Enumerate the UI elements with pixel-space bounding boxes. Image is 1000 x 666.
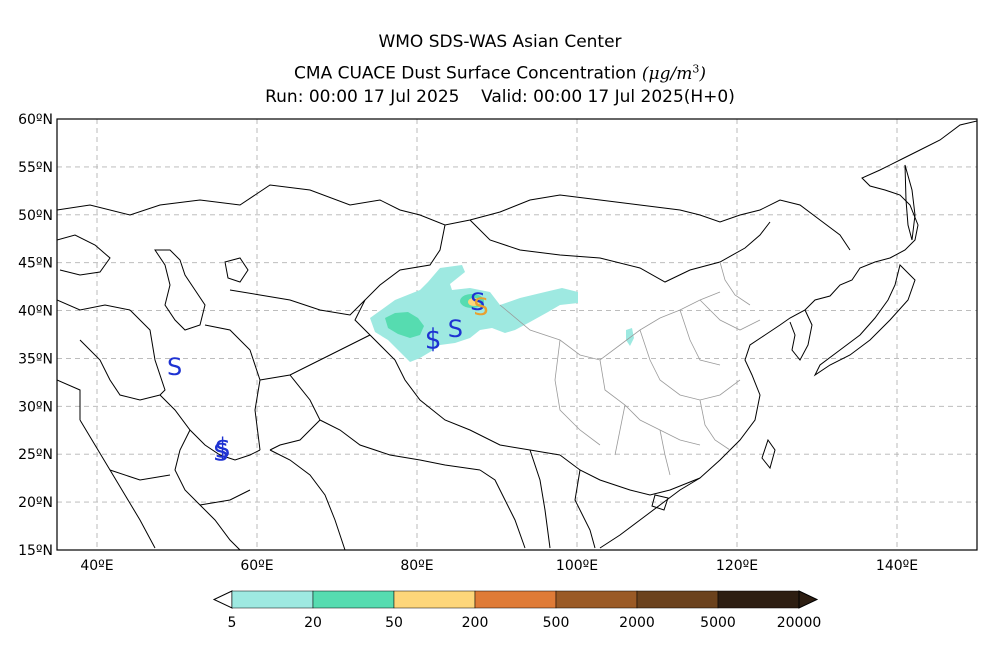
dust-symbol: S: [448, 315, 463, 343]
coast-caspian: [154, 249, 206, 331]
lat-tick-label: 45ºN: [18, 256, 53, 272]
border-russia-kazakhstan: [57, 184, 851, 251]
lat-tick-label: 55ºN: [18, 160, 53, 176]
lat-tick-label: 15ºN: [18, 543, 53, 559]
border-afghanistan-pakistan: [259, 334, 371, 451]
lat-tick-label: 50ºN: [18, 208, 53, 224]
colorbar-label: 5000: [700, 615, 736, 631]
coast-taiwan: [761, 438, 776, 470]
title-main: CMA CUACE Dust Surface Concentration: [294, 63, 637, 84]
colorbar-swatch: [312, 590, 395, 609]
lon-tick-label: 80ºE: [400, 558, 433, 574]
title-line-3: Run: 00:00 17 Jul 2025 Valid: 00:00 17 J…: [265, 87, 735, 107]
colorbar-label: 20: [304, 615, 322, 631]
coast-arabia: [174, 429, 241, 550]
unit-exp: 3: [692, 62, 700, 75]
map-grid: [57, 119, 977, 550]
colorbar-swatch: [555, 590, 638, 609]
unit-close: ): [699, 63, 706, 84]
lon-tick-label: 120ºE: [716, 558, 758, 574]
colorbar-swatch: [717, 590, 800, 609]
unit-mu: μg/m: [648, 63, 693, 84]
map-frame: [56, 118, 978, 551]
lat-tick-label: 60ºN: [18, 112, 53, 128]
border-central-asia: [229, 289, 366, 316]
coast-aral: [224, 257, 249, 283]
border-china-west: [354, 224, 561, 456]
dust-area-level-1: [370, 265, 578, 362]
province-lines: [499, 261, 761, 476]
border-iran: [129, 309, 261, 451]
colorbar: 5 20 50 200 500 2000 5000 20000: [212, 590, 822, 631]
colorbar-label: 50: [385, 615, 403, 631]
border-middle-east: [57, 299, 161, 420]
lon-tick-label: 140ºE: [876, 558, 918, 574]
border-china-south: [559, 454, 701, 496]
colorbar-label: 5: [228, 615, 237, 631]
coast-black-sea: [57, 234, 111, 276]
lat-tick-label: 30ºN: [18, 399, 53, 415]
dust-symbol: S: [473, 293, 488, 321]
coast-red-sea: [79, 419, 156, 549]
coast-hainan: [651, 494, 669, 511]
coast-japan: [813, 264, 916, 377]
colorbar-under-arrow: [212, 590, 233, 609]
title-line-1: WMO SDS-WAS Asian Center: [378, 32, 622, 52]
border-india-nepal: [319, 419, 481, 471]
coast-korea: [789, 309, 813, 361]
dust-symbol: S: [167, 353, 182, 381]
province-borders: [499, 261, 761, 476]
border-arabia-inner: [109, 469, 251, 506]
unit-open: (: [641, 63, 649, 84]
lon-tick-label: 100ºE: [556, 558, 598, 574]
colorbar-label: 20000: [777, 615, 822, 631]
coast-sakhalin: [904, 164, 916, 241]
coast-persian-gulf: [159, 394, 261, 461]
lat-tick-label: 40ºN: [18, 304, 53, 320]
axis-tick-labels: 15ºN 20ºN 25ºN 30ºN 35ºN 40ºN 45ºN 50ºN 55ºN 60ºN…: [18, 112, 918, 574]
colorbar-over-arrow: [798, 590, 819, 609]
title-line-2: CMA CUACE Dust Surface Concentration (μg…: [0, 58, 1000, 85]
lat-tick-label: 20ºN: [18, 495, 53, 511]
lat-tick-label: 35ºN: [18, 351, 53, 367]
unit-label: (μg/m3): [641, 62, 706, 84]
colorbar-swatch: [636, 590, 719, 609]
dust-symbol: S: [470, 288, 485, 316]
colorbar-swatch: [474, 590, 557, 609]
colorbar-swatch: [231, 590, 314, 609]
dust-area-level-2: [385, 312, 424, 338]
colorbar-label: 500: [543, 615, 570, 631]
coast-india: [269, 449, 346, 550]
lon-tick-label: 60ºE: [240, 558, 273, 574]
border-mongolia: [469, 219, 771, 283]
dust-symbol: S: [213, 438, 228, 466]
country-borders: [57, 120, 977, 550]
lon-tick-label: 40ºE: [80, 558, 113, 574]
colorbar-label: 2000: [619, 615, 655, 631]
lat-tick-label: 25ºN: [18, 447, 53, 463]
dust-concentration-areas: [370, 265, 634, 362]
colorbar-swatch: [393, 590, 476, 609]
coast-east-asia: [599, 120, 977, 549]
colorbar-label: 200: [462, 615, 489, 631]
dust-hotspot-level-3: [468, 298, 480, 306]
border-southeast-asia: [529, 449, 596, 549]
coast-bay-of-bengal: [479, 469, 526, 549]
